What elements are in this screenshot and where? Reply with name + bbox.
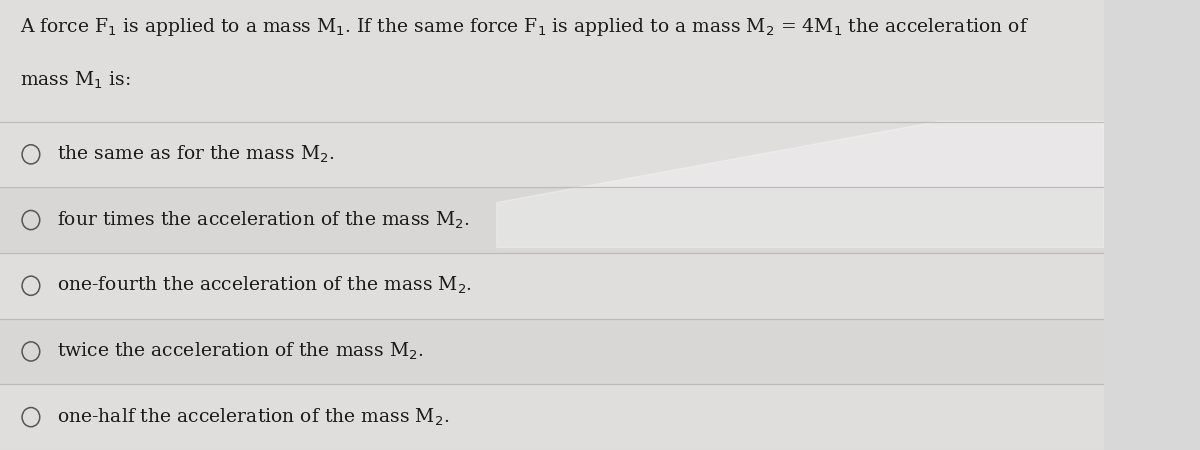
Text: mass M$_1$ is:: mass M$_1$ is: bbox=[20, 70, 131, 91]
FancyBboxPatch shape bbox=[0, 122, 1104, 187]
Text: four times the acceleration of the mass M$_2$.: four times the acceleration of the mass … bbox=[58, 209, 470, 231]
FancyBboxPatch shape bbox=[0, 253, 1104, 319]
FancyBboxPatch shape bbox=[0, 384, 1104, 450]
Text: one-fourth the acceleration of the mass M$_2$.: one-fourth the acceleration of the mass … bbox=[58, 275, 473, 297]
Text: A force F$_1$ is applied to a mass M$_1$. If the same force F$_1$ is applied to : A force F$_1$ is applied to a mass M$_1$… bbox=[20, 16, 1030, 38]
Polygon shape bbox=[497, 122, 1104, 248]
FancyBboxPatch shape bbox=[0, 319, 1104, 384]
Text: the same as for the mass M$_2$.: the same as for the mass M$_2$. bbox=[58, 144, 335, 165]
FancyBboxPatch shape bbox=[0, 187, 1104, 253]
FancyBboxPatch shape bbox=[0, 0, 1104, 122]
Text: twice the acceleration of the mass M$_2$.: twice the acceleration of the mass M$_2$… bbox=[58, 341, 424, 362]
Text: one-half the acceleration of the mass M$_2$.: one-half the acceleration of the mass M$… bbox=[58, 406, 450, 428]
